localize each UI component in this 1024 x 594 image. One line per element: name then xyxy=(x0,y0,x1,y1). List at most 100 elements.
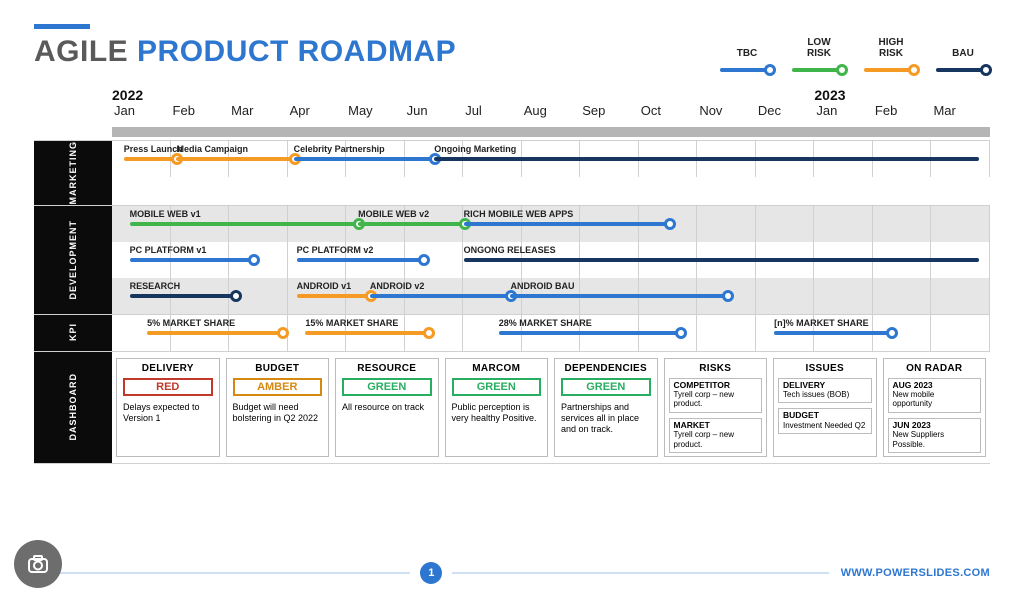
month-label: Apr xyxy=(288,103,347,118)
roadmap-bar: PC PLATFORM v2 xyxy=(297,258,423,262)
page-title: AGILE PRODUCT ROADMAP xyxy=(34,35,456,69)
section-development: DEVELOPMENTMOBILE WEB v1MOBILE WEB v2RIC… xyxy=(34,206,990,315)
dashboard-card: ON RADAR AUG 2023New mobile opportunity JU… xyxy=(883,358,987,457)
roadmap-bar: RESEARCH xyxy=(130,294,235,298)
lane: Press LaunchMedia CampaignCelebrity Part… xyxy=(112,141,990,177)
legend-item-tbc: TBC xyxy=(720,48,774,77)
card-title: ISSUES xyxy=(774,359,876,376)
sub-text: New mobile opportunity xyxy=(893,390,977,408)
card-title: DEPENDENCIES xyxy=(555,359,657,376)
roadmap-bar: MOBILE WEB v1 xyxy=(130,222,359,226)
timeline: 2022 2023 JanFebMarAprMayJunJulAugSepOctN… xyxy=(34,87,990,464)
dashboard-card: DEPENDENCIESGREENPartnerships and servic… xyxy=(554,358,658,457)
sub-title: MARKET xyxy=(674,421,758,431)
years-row: 2022 2023 xyxy=(34,87,990,103)
bar-label: PC PLATFORM v1 xyxy=(130,245,207,255)
bar-label: ANDROID BAU xyxy=(510,281,574,291)
card-sub-box: DELIVERYTech issues (BOB) xyxy=(778,378,872,404)
sub-text: Tech issues (BOB) xyxy=(783,390,867,399)
sub-text: Investment Needed Q2 xyxy=(783,421,867,430)
dashboard-cards: DELIVERYREDDelays expected to Version 1B… xyxy=(112,352,990,463)
card-title: ON RADAR xyxy=(884,359,986,376)
status-pill: RED xyxy=(123,378,213,396)
status-pill: GREEN xyxy=(452,378,542,396)
year-label: 2023 xyxy=(814,87,873,103)
month-label: Jan xyxy=(112,103,171,118)
footer-page-number: 1 xyxy=(420,562,442,584)
roadmap-bar: 28% MARKET SHARE xyxy=(499,331,681,335)
card-body: Budget will need bolstering in Q2 2022 xyxy=(227,398,329,431)
roadmap-bar: MOBILE WEB v2 xyxy=(358,222,463,226)
sub-text: New Suppliers Possible. xyxy=(893,430,977,448)
roadmap-bar: Celebrity Partnership xyxy=(294,157,435,161)
lane: MOBILE WEB v1MOBILE WEB v2RICH MOBILE WE… xyxy=(112,206,990,242)
legend-item-bau: BAU xyxy=(936,48,990,77)
sub-title: COMPETITOR xyxy=(674,381,758,391)
timeline-band xyxy=(112,127,990,137)
bar-label: Ongoing Marketing xyxy=(434,144,516,154)
roadmap-bar: ANDROID v2 xyxy=(370,294,511,298)
sub-title: AUG 2023 xyxy=(893,381,977,391)
month-label: Feb xyxy=(873,103,932,118)
month-label: Jan xyxy=(814,103,873,118)
month-label: Aug xyxy=(522,103,581,118)
dashboard-card: DELIVERYREDDelays expected to Version 1 xyxy=(116,358,220,457)
sub-title: JUN 2023 xyxy=(893,421,977,431)
card-sub-box: JUN 2023New Suppliers Possible. xyxy=(888,418,982,453)
legend-label: TBC xyxy=(737,48,758,59)
roadmap-bar: Press Launch xyxy=(124,157,177,161)
legend-item-low: LOW RISK xyxy=(792,37,846,77)
legend-swatch xyxy=(864,63,918,77)
month-label: Nov xyxy=(697,103,756,118)
bar-label: MOBILE WEB v1 xyxy=(130,209,201,219)
sub-title: DELIVERY xyxy=(783,381,867,391)
bar-label: Press Launch xyxy=(124,144,183,154)
bar-label: ONGONG RELEASES xyxy=(464,245,556,255)
roadmap-bar: ANDROID v1 xyxy=(297,294,370,298)
title-part2: PRODUCT ROADMAP xyxy=(137,35,456,68)
footer-line-left xyxy=(34,572,410,574)
accent-bar xyxy=(34,24,90,29)
legend-swatch xyxy=(792,63,846,77)
months-row: JanFebMarAprMayJunJulAugSepOctNovDecJanF… xyxy=(34,103,990,118)
bar-label: 15% MARKET SHARE xyxy=(305,318,398,328)
sub-text: Tyrell corp – new product. xyxy=(674,430,758,448)
card-body: Partnerships and services all in place a… xyxy=(555,398,657,442)
card-title: RISKS xyxy=(665,359,767,376)
card-title: DELIVERY xyxy=(117,359,219,376)
bar-label: RESEARCH xyxy=(130,281,181,291)
lane: RESEARCHANDROID v1ANDROID v2ANDROID BAU xyxy=(112,278,990,314)
roadmap-bar: RICH MOBILE WEB APPS xyxy=(464,222,669,226)
bar-label: PC PLATFORM v2 xyxy=(297,245,374,255)
bar-label: [n]% MARKET SHARE xyxy=(774,318,869,328)
roadmap-bar: 15% MARKET SHARE xyxy=(305,331,428,335)
legend-item-high: HIGH RISK xyxy=(864,37,918,77)
card-title: BUDGET xyxy=(227,359,329,376)
legend-label: LOW RISK xyxy=(807,37,831,59)
dashboard-card: BUDGETAMBERBudget will need bolstering i… xyxy=(226,358,330,457)
bar-label: 28% MARKET SHARE xyxy=(499,318,592,328)
legend-label: HIGH RISK xyxy=(879,37,904,59)
legend-swatch xyxy=(720,63,774,77)
card-sub-box: MARKETTyrell corp – new product. xyxy=(669,418,763,453)
bar-label: ANDROID v1 xyxy=(297,281,352,291)
footer-line-right xyxy=(452,572,828,574)
roadmap-bar: [n]% MARKET SHARE xyxy=(774,331,891,335)
section-label: MARKETING xyxy=(34,141,112,205)
roadmap-bar: Media Campaign xyxy=(176,157,293,161)
dashboard-card: RESOURCEGREENAll resource on track xyxy=(335,358,439,457)
camera-icon xyxy=(14,540,62,588)
bar-label: Media Campaign xyxy=(176,144,248,154)
roadmap-bar: ONGONG RELEASES xyxy=(464,258,980,262)
month-label: May xyxy=(346,103,405,118)
dashboard-card: MARCOMGREENPublic perception is very hea… xyxy=(445,358,549,457)
card-sub-box: COMPETITORTyrell corp – new product. xyxy=(669,378,763,413)
month-label: Jun xyxy=(405,103,464,118)
dashboard-card: ISSUESDELIVERYTech issues (BOB)BUDGETInv… xyxy=(773,358,877,457)
footer-brand: WWW.POWERSLIDES.COM xyxy=(841,567,990,579)
year-label: 2022 xyxy=(112,87,171,103)
bar-label: 5% MARKET SHARE xyxy=(147,318,235,328)
section-marketing: MARKETINGPress LaunchMedia CampaignCeleb… xyxy=(34,141,990,206)
legend: TBC LOW RISK HIGH RISK BAU xyxy=(720,35,990,77)
bar-label: Celebrity Partnership xyxy=(294,144,385,154)
